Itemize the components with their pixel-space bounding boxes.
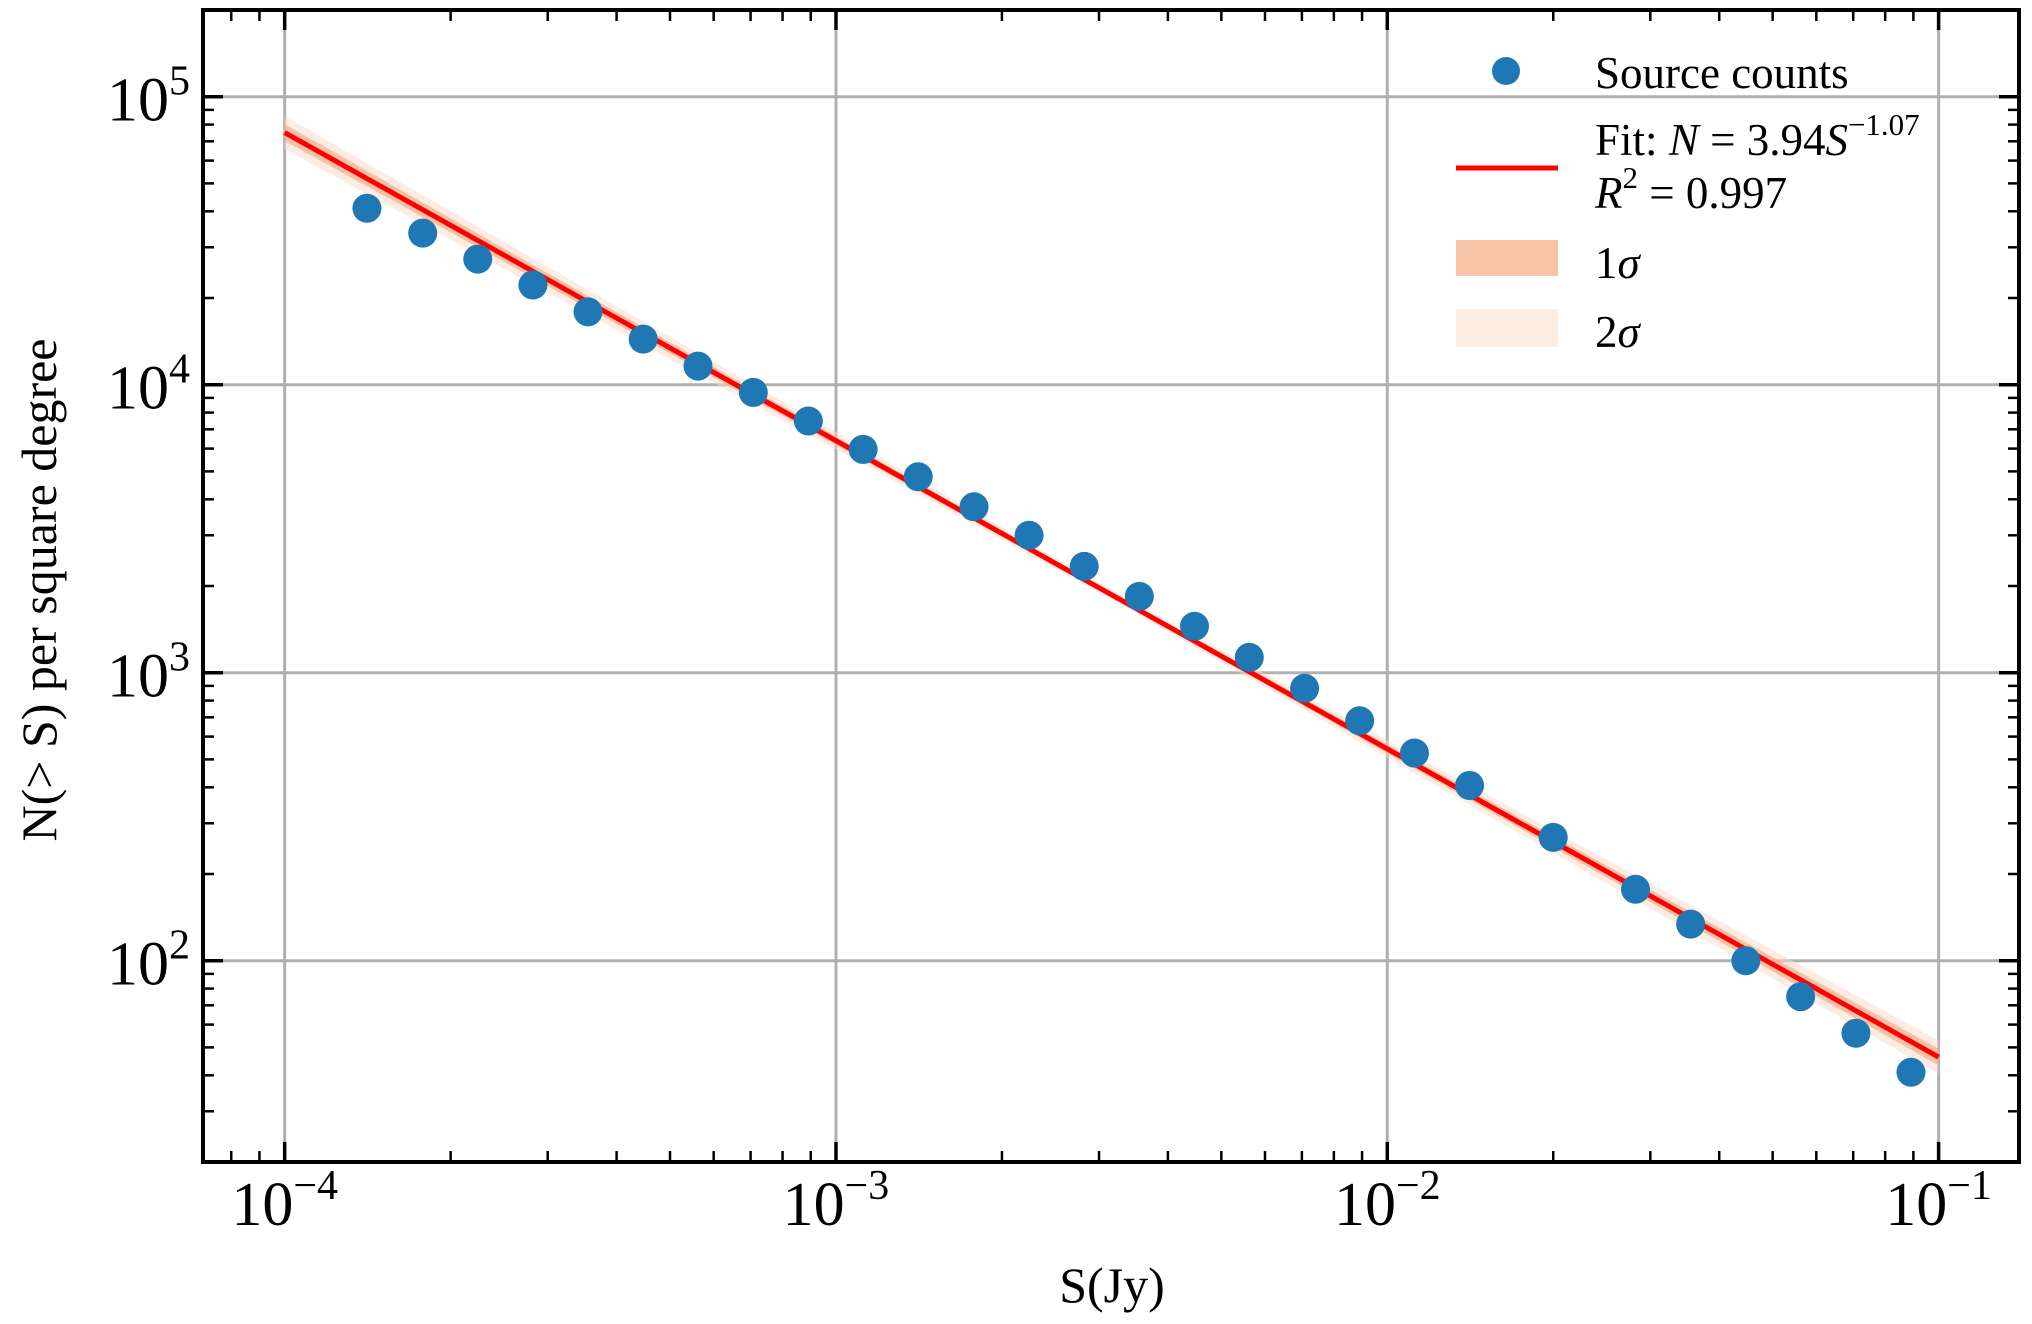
data-point [1290,673,1320,703]
data-point [518,270,548,300]
y-tick-label: 105 [107,59,190,135]
data-point [628,324,658,354]
y-axis-label: N(> S) per square degree [11,339,67,842]
data-point [463,244,493,274]
data-point [738,377,768,407]
legend-patch-2sigma [1456,309,1558,347]
x-tick-label: 10−1 [1885,1163,1992,1239]
data-point [1455,770,1485,800]
x-tick-label: 10−4 [231,1163,338,1239]
data-point [793,406,823,436]
x-tick-label: 10−3 [783,1163,890,1239]
data-point [1621,874,1651,904]
data-point [848,434,878,464]
legend-patch-1sigma [1456,240,1558,276]
data-point [1345,706,1375,736]
x-axis-label: S(Jy) [1059,1257,1165,1313]
data-point [408,218,438,248]
data-point [903,462,933,492]
legend-label-1sigma: 1σ [1595,238,1642,288]
data-point [352,193,382,223]
legend-marker-source-counts [1492,57,1520,85]
data-point [1538,822,1568,852]
data-point [1786,982,1816,1012]
data-point [683,351,713,381]
fit-line [283,130,1940,1060]
data-point [1234,642,1264,672]
y-tick-label: 102 [107,923,190,999]
legend-label-2sigma: 2σ [1595,307,1642,357]
legend-label-fit: Fit: N = 3.94S−1.07 [1595,107,1920,165]
tick-labels: 10−4 10−3 10−2 10−1 102 103 104 105 [107,59,1992,1239]
fit-line-group [283,130,1940,1060]
plot-frame [201,8,2021,1164]
data-point [1896,1057,1926,1087]
y-tick-label: 104 [107,347,190,423]
data-point [1124,581,1154,611]
x-tick-label: 10−2 [1334,1163,1441,1239]
legend-label-r2: R2 = 0.997 [1594,160,1787,218]
data-point [573,297,603,327]
data-point [1069,551,1099,581]
grid [203,10,2019,1162]
data-point [1731,946,1761,976]
data-point [1014,520,1044,550]
data-point [1180,611,1210,641]
legend: Source counts Fit: N = 3.94S−1.07 R2 = 0… [1456,48,1920,357]
data-point [1841,1018,1871,1048]
y-tick-label: 103 [107,635,190,711]
legend-label-source-counts: Source counts [1595,48,1849,98]
data-point [959,492,989,522]
data-points [352,193,1926,1087]
data-point [1676,909,1706,939]
data-point [1399,738,1429,768]
